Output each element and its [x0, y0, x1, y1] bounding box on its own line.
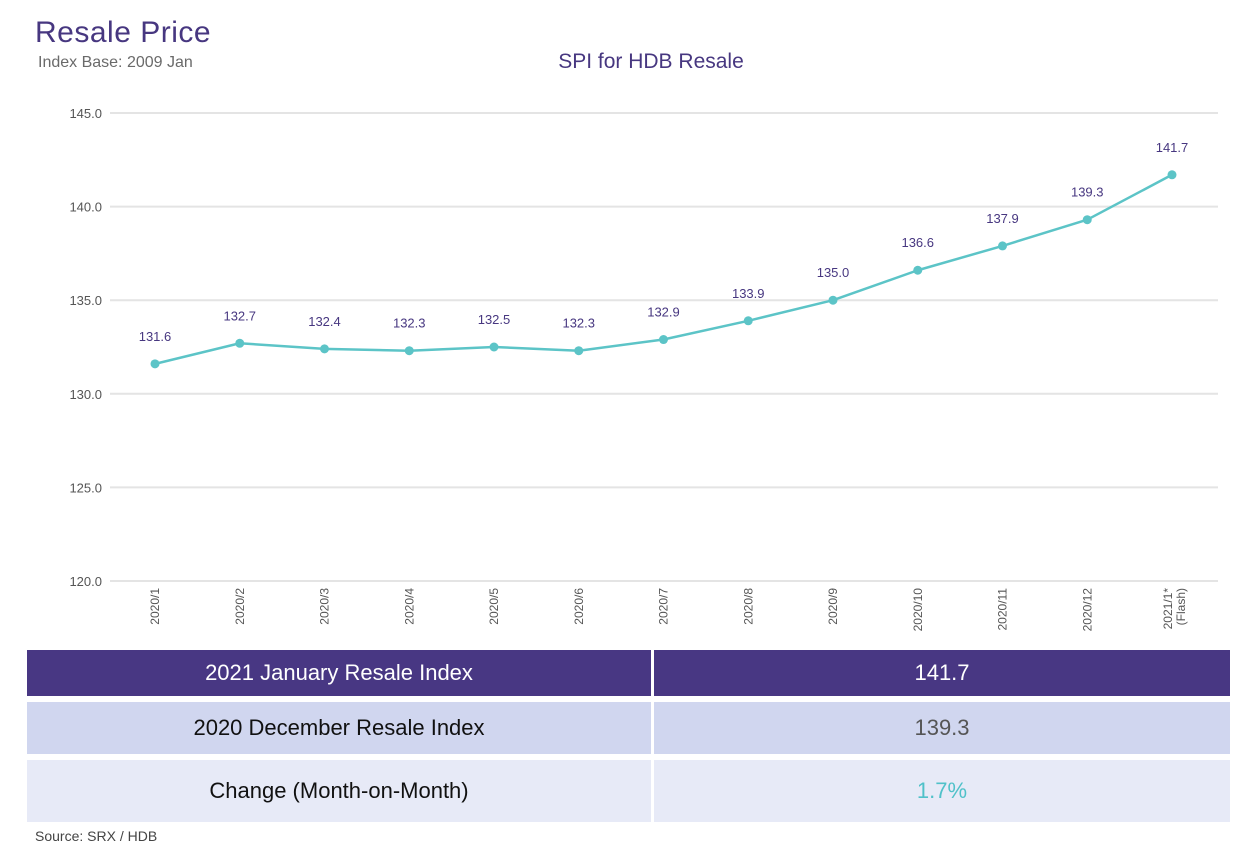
- data-label: 135.0: [817, 265, 850, 280]
- table-row-change: Change (Month-on-Month) 1.7%: [27, 760, 1230, 822]
- x-tick-label: 2020/2: [233, 588, 247, 625]
- x-tick-label: 2021/1* (Flash): [1161, 588, 1188, 630]
- y-tick-label: 120.0: [69, 574, 102, 589]
- data-point: [150, 359, 160, 369]
- table-cell-value: 1.7%: [654, 760, 1230, 822]
- x-tick-label: 2020/7: [657, 588, 671, 625]
- data-label: 137.9: [986, 211, 1019, 226]
- table-cell-label: 2021 January Resale Index: [27, 650, 651, 696]
- data-point: [1167, 170, 1177, 180]
- data-label: 132.4: [308, 314, 341, 329]
- y-tick-label: 145.0: [69, 106, 102, 121]
- x-tick-label: 2020/8: [741, 588, 755, 625]
- data-point: [828, 295, 838, 305]
- x-tick-text: 2020/1: [148, 588, 162, 625]
- data-label: 132.9: [647, 305, 680, 320]
- series-line: [150, 170, 1177, 369]
- x-tick-label: 2020/11: [996, 588, 1010, 631]
- data-label: 132.3: [562, 316, 595, 331]
- x-tick-sublabel: (Flash): [1174, 588, 1188, 625]
- table-cell-value: 139.3: [654, 702, 1230, 754]
- data-point: [743, 316, 753, 326]
- data-label: 132.5: [478, 312, 511, 327]
- chart-title: SPI for HDB Resale: [558, 50, 744, 73]
- data-labels: 131.6 132.7 132.4 132.3 132.5 132.3 132.9 133.9…: [139, 140, 1189, 344]
- y-tick-label: 135.0: [69, 293, 102, 308]
- x-tick-text: 2020/7: [657, 588, 671, 625]
- index-base-subtitle: Index Base: 2009 Jan: [38, 54, 193, 71]
- table-row-dec-index: 2020 December Resale Index 139.3: [27, 702, 1230, 754]
- y-tick-label: 130.0: [69, 387, 102, 402]
- summary-table: 2021 January Resale Index 141.7 2020 Dec…: [27, 650, 1230, 828]
- table-cell-label: Change (Month-on-Month): [27, 760, 651, 822]
- x-tick-label: 2020/3: [318, 588, 332, 625]
- x-tick-text: 2020/3: [318, 588, 332, 625]
- data-label: 132.3: [393, 316, 426, 331]
- data-label: 132.7: [223, 308, 256, 323]
- data-label: 139.3: [1071, 185, 1104, 200]
- x-tick-text: 2020/4: [402, 588, 416, 625]
- table-cell-label: 2020 December Resale Index: [27, 702, 651, 754]
- y-tick-label: 140.0: [69, 200, 102, 215]
- source-note: Source: SRX / HDB: [35, 828, 158, 844]
- x-tick-label: 2020/10: [911, 588, 925, 632]
- x-tick-text: 2020/8: [741, 588, 755, 625]
- data-label: 133.9: [732, 286, 765, 301]
- data-point: [235, 338, 245, 348]
- data-point: [404, 346, 414, 356]
- data-point: [1082, 215, 1092, 225]
- x-tick-text: 2020/5: [487, 588, 501, 625]
- data-label: 141.7: [1156, 140, 1189, 155]
- x-tick-label: 2020/1: [148, 588, 162, 625]
- x-tick-label: 2020/4: [402, 588, 416, 625]
- x-tick-label: 2020/5: [487, 588, 501, 625]
- data-point: [489, 342, 499, 352]
- y-axis-ticks: 120.0 125.0 130.0 135.0 140.0 145.0: [69, 106, 102, 589]
- table-row-jan-index: 2021 January Resale Index 141.7: [27, 650, 1230, 696]
- x-tick-text: 2020/11: [996, 588, 1010, 631]
- table-cell-value: 141.7: [654, 650, 1230, 696]
- data-label: 136.6: [901, 235, 934, 250]
- x-tick-label: 2020/12: [1080, 588, 1094, 632]
- data-label: 131.6: [139, 329, 172, 344]
- y-tick-label: 125.0: [69, 480, 102, 495]
- data-point: [913, 265, 923, 275]
- x-tick-label: 2020/9: [826, 588, 840, 625]
- data-point: [659, 335, 668, 345]
- x-tick-text: 2020/10: [911, 588, 925, 632]
- page-title: Resale Price: [35, 16, 212, 49]
- grid-lines: [110, 112, 1218, 582]
- data-point: [320, 344, 329, 354]
- data-point: [574, 346, 584, 356]
- x-tick-text: 2020/2: [233, 588, 247, 625]
- x-tick-text: 2020/6: [572, 588, 586, 625]
- x-tick-text: 2021/1*: [1161, 588, 1175, 630]
- x-tick-text: 2020/12: [1080, 588, 1094, 632]
- x-tick-label: 2020/6: [572, 588, 586, 625]
- x-tick-text: 2020/9: [826, 588, 840, 625]
- data-point: [998, 241, 1007, 251]
- x-axis-ticks: 2020/1 2020/2 2020/3 2020/4 2020/5 2020/6 2020…: [148, 588, 1188, 632]
